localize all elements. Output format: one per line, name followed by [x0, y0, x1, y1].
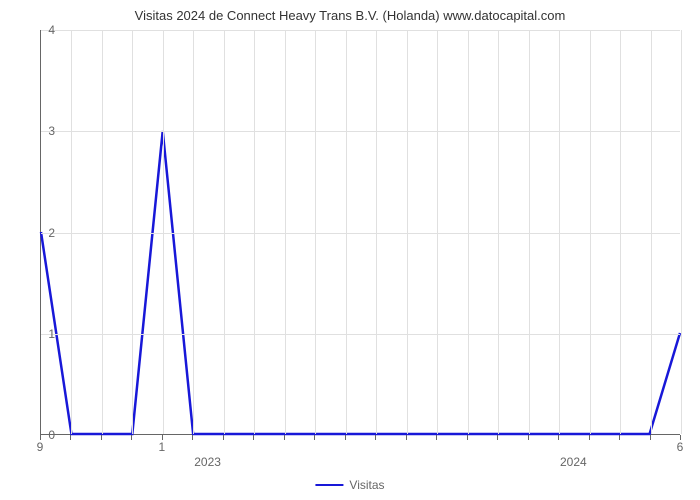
- x-tick-mark: [650, 435, 651, 440]
- gridline-h: [41, 30, 680, 31]
- gridline-v: [590, 30, 591, 434]
- x-tick-label: 1: [159, 440, 166, 454]
- gridline-v: [529, 30, 530, 434]
- x-year-label: 2024: [560, 455, 587, 469]
- gridline-v: [224, 30, 225, 434]
- x-tick-mark: [314, 435, 315, 440]
- x-tick-mark: [70, 435, 71, 440]
- x-tick-mark: [101, 435, 102, 440]
- y-tick-label: 2: [48, 226, 55, 240]
- series-line: [41, 131, 680, 434]
- gridline-v: [163, 30, 164, 434]
- gridline-v: [285, 30, 286, 434]
- x-year-label: 2023: [194, 455, 221, 469]
- gridline-h: [41, 334, 680, 335]
- gridline-v: [315, 30, 316, 434]
- gridline-v: [498, 30, 499, 434]
- x-tick-mark: [192, 435, 193, 440]
- gridline-v: [376, 30, 377, 434]
- x-tick-mark: [223, 435, 224, 440]
- gridline-h: [41, 131, 680, 132]
- gridline-v: [468, 30, 469, 434]
- x-tick-mark: [528, 435, 529, 440]
- legend: Visitas: [315, 478, 384, 492]
- y-tick-label: 3: [48, 124, 55, 138]
- gridline-v: [132, 30, 133, 434]
- gridline-v: [681, 30, 682, 434]
- gridline-v: [407, 30, 408, 434]
- gridline-v: [437, 30, 438, 434]
- y-tick-label: 0: [48, 428, 55, 442]
- gridline-h: [41, 233, 680, 234]
- x-tick-mark: [284, 435, 285, 440]
- gridline-v: [346, 30, 347, 434]
- plot-area: [40, 30, 680, 435]
- x-tick-mark: [467, 435, 468, 440]
- x-tick-mark: [497, 435, 498, 440]
- x-tick-label-start: 9: [37, 440, 44, 454]
- x-tick-mark: [406, 435, 407, 440]
- x-tick-mark: [345, 435, 346, 440]
- x-tick-mark: [436, 435, 437, 440]
- gridline-v: [254, 30, 255, 434]
- gridline-v: [102, 30, 103, 434]
- gridline-v: [71, 30, 72, 434]
- y-tick-label: 1: [48, 327, 55, 341]
- gridline-v: [651, 30, 652, 434]
- y-tick-label: 4: [48, 23, 55, 37]
- legend-label: Visitas: [349, 478, 384, 492]
- x-tick-mark: [131, 435, 132, 440]
- chart-title: Visitas 2024 de Connect Heavy Trans B.V.…: [135, 8, 566, 23]
- gridline-v: [559, 30, 560, 434]
- gridline-v: [193, 30, 194, 434]
- line-chart: Visitas 2024 de Connect Heavy Trans B.V.…: [0, 0, 700, 500]
- x-tick-label-end: 6: [677, 440, 684, 454]
- x-tick-mark: [589, 435, 590, 440]
- x-tick-mark: [619, 435, 620, 440]
- x-tick-mark: [253, 435, 254, 440]
- x-tick-mark: [558, 435, 559, 440]
- legend-line: [315, 484, 343, 486]
- gridline-v: [620, 30, 621, 434]
- x-tick-mark: [375, 435, 376, 440]
